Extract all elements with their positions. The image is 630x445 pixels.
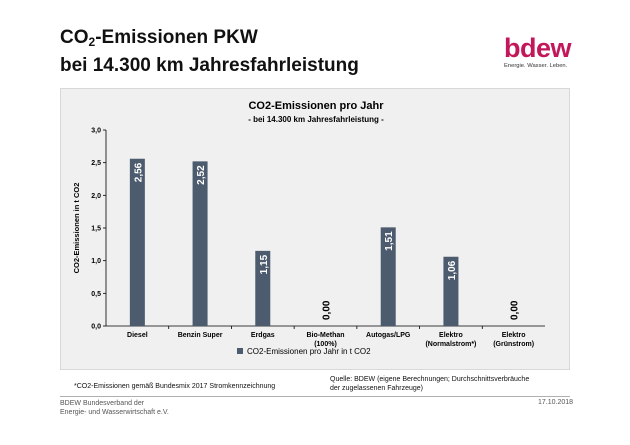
category-label-1: Benzin Super [178, 332, 223, 339]
category-label-3: (100%) [314, 341, 337, 348]
bar-chart: CO2-Emissionen pro Jahr - bei 14.300 km J… [72, 100, 545, 356]
legend-swatch [237, 348, 243, 354]
y-tick-label: 0,5 [91, 291, 101, 298]
source-line-2: der zugelassenen Fahrzeuge) [330, 385, 424, 392]
bar-4 [380, 227, 396, 326]
footer-org-line-2: Energie- und Wasserwirtschaft e.V. [60, 409, 169, 416]
bar-2 [255, 250, 271, 326]
footnote: *CO2-Emissionen gemäß Bundesmix 2017 Str… [74, 383, 276, 390]
y-tick-label: 1,5 [91, 226, 101, 233]
logo-tagline: Energie. Wasser. Leben. [504, 63, 568, 69]
y-tick-label: 1,0 [91, 258, 101, 265]
category-label-2: Erdgas [251, 332, 275, 339]
y-tick-label: 2,0 [91, 193, 101, 200]
value-label-0: 2,56 [133, 162, 144, 182]
category-label-5: Elektro [439, 332, 463, 339]
footer-organization: BDEW Bundesverband der Energie- und Wass… [60, 399, 169, 417]
category-label-5: (Normalstrom*) [425, 341, 476, 348]
bar-0 [129, 158, 145, 326]
legend-label: CO2-Emissionen pro Jahr in t CO2 [247, 347, 371, 356]
y-tick-label: 3,0 [91, 128, 101, 135]
bar-1 [192, 161, 208, 326]
value-label-5: 1,06 [447, 260, 458, 280]
subscript-2: 2 [88, 35, 96, 49]
chart-title: CO2-Emissionen pro Jahr [248, 100, 384, 112]
source-line-1: Quelle: BDEW (eigene Berechnungen; Durch… [330, 376, 530, 383]
footer-date: 17.10.2018 [538, 399, 574, 406]
bar-5 [443, 256, 459, 326]
category-label-0: Diesel [127, 332, 148, 339]
chart-subtitle: - bei 14.300 km Jahresfahrleistung - [248, 115, 384, 124]
y-axis-title: CO2-Emissionen in t CO2 [72, 183, 81, 274]
y-tick-label: 2,5 [91, 160, 101, 167]
slide-title: CO2-Emissionen PKW bei 14.300 km Jahresf… [60, 26, 359, 77]
footer [0, 394, 630, 445]
source-note: Quelle: BDEW (eigene Berechnungen; Durch… [330, 375, 529, 393]
bdew-logo: bdew Energie. Wasser. Leben. [504, 34, 574, 69]
logo-wordmark: bdew [504, 33, 572, 63]
slide-title-line2: bei 14.300 km Jahresfahrleistung [60, 55, 359, 76]
value-label-6: 0,00 [510, 300, 521, 320]
category-label-6: (Grünstrom) [493, 341, 534, 348]
footer-org-line-1: BDEW Bundesverband der [60, 400, 145, 407]
value-label-4: 1,51 [384, 231, 395, 251]
category-label-4: Autogas/LPG [366, 332, 411, 339]
chart-area: CO2-Emissionen pro Jahr - bei 14.300 km J… [60, 88, 570, 370]
category-label-3: Bio-Methan [306, 332, 344, 339]
slide-title-line1: CO2-Emissionen PKW [60, 27, 258, 49]
footer-divider [60, 396, 570, 397]
y-tick-label: 0,0 [91, 324, 101, 331]
value-label-1: 2,52 [196, 165, 207, 185]
category-label-6: Elektro [502, 332, 526, 339]
value-label-3: 0,00 [322, 300, 333, 320]
value-label-2: 1,15 [259, 254, 270, 274]
